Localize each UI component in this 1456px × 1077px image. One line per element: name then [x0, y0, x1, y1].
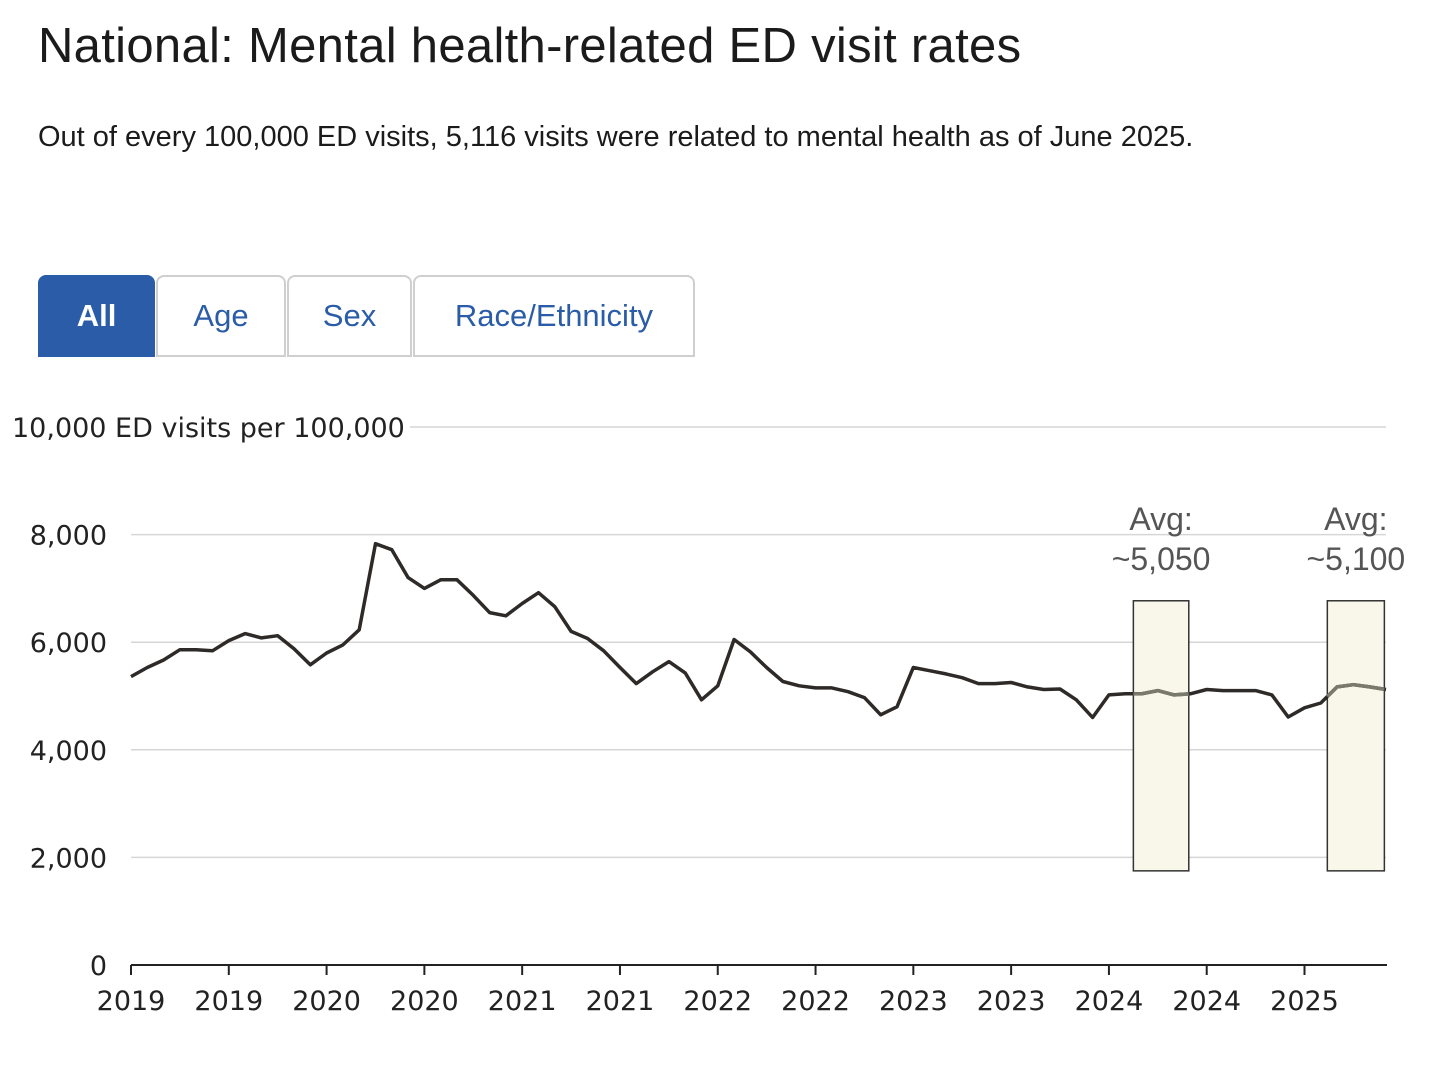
- highlighted-segment-2: [1326, 682, 1385, 698]
- highlighted-segment-1: [1133, 688, 1189, 697]
- tab-all[interactable]: All: [38, 275, 155, 357]
- x-tick-label: 2025: [1270, 986, 1339, 1017]
- y-tick-label: 8,000: [30, 521, 107, 552]
- annotation-avg-label: Avg:: [1129, 501, 1192, 537]
- y-axis-label: 10,000 ED visits per 100,000: [12, 413, 405, 444]
- page-title: National: Mental health-related ED visit…: [38, 19, 1022, 73]
- x-tick-label: 2019: [194, 986, 263, 1017]
- x-tick-label: 2022: [781, 986, 850, 1017]
- x-tick-label: 2021: [586, 986, 655, 1017]
- y-tick-label: 0: [90, 951, 107, 982]
- annotation-avg-value: ~5,050: [1112, 541, 1211, 577]
- tab-age[interactable]: Age: [156, 275, 286, 357]
- tab-bar: All Age Sex Race/Ethnicity: [38, 275, 696, 357]
- annotation-avg-label: Avg:: [1324, 501, 1387, 537]
- x-tick-label: 2023: [879, 986, 948, 1017]
- x-tick-label: 2020: [390, 986, 459, 1017]
- tab-sex[interactable]: Sex: [287, 275, 412, 357]
- annotation-avg-value: ~5,100: [1306, 541, 1405, 577]
- x-tick-label: 2024: [1075, 986, 1144, 1017]
- y-tick-label: 6,000: [30, 628, 107, 659]
- page-subtitle: Out of every 100,000 ED visits, 5,116 vi…: [38, 121, 1194, 153]
- highlight-box-2: [1326, 600, 1386, 872]
- x-tick-label: 2019: [97, 986, 166, 1017]
- x-tick-label: 2021: [488, 986, 557, 1017]
- x-tick-label: 2024: [1172, 986, 1241, 1017]
- highlight-box-1: [1132, 600, 1190, 872]
- y-tick-label: 2,000: [30, 843, 107, 874]
- y-tick-label: 4,000: [30, 736, 107, 767]
- x-tick-label: 2020: [292, 986, 361, 1017]
- x-tick-label: 2022: [683, 986, 752, 1017]
- x-tick-label: 2023: [977, 986, 1046, 1017]
- tab-race-ethnicity[interactable]: Race/Ethnicity: [413, 275, 695, 357]
